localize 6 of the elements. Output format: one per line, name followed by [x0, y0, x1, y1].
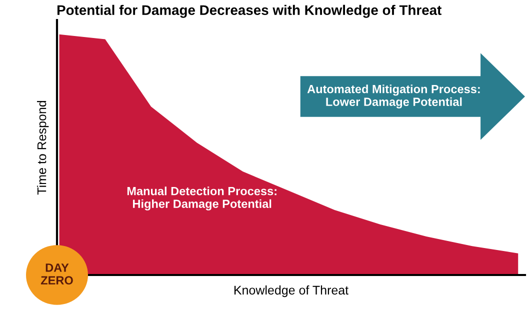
annotation: Manual Detection Process: Higher Damage Potential	[127, 186, 276, 210]
x-axis-title: Knowledge of Threat	[234, 285, 348, 298]
annotation: Automated Mitigation Process: Lower Damage Potential	[307, 84, 480, 108]
chart-title: Potential for Damage Decreases with Knowledge of Threat	[57, 4, 442, 18]
y-axis-title: Time to Respond	[37, 100, 49, 195]
annotation: DAY ZERO	[40, 264, 73, 285]
